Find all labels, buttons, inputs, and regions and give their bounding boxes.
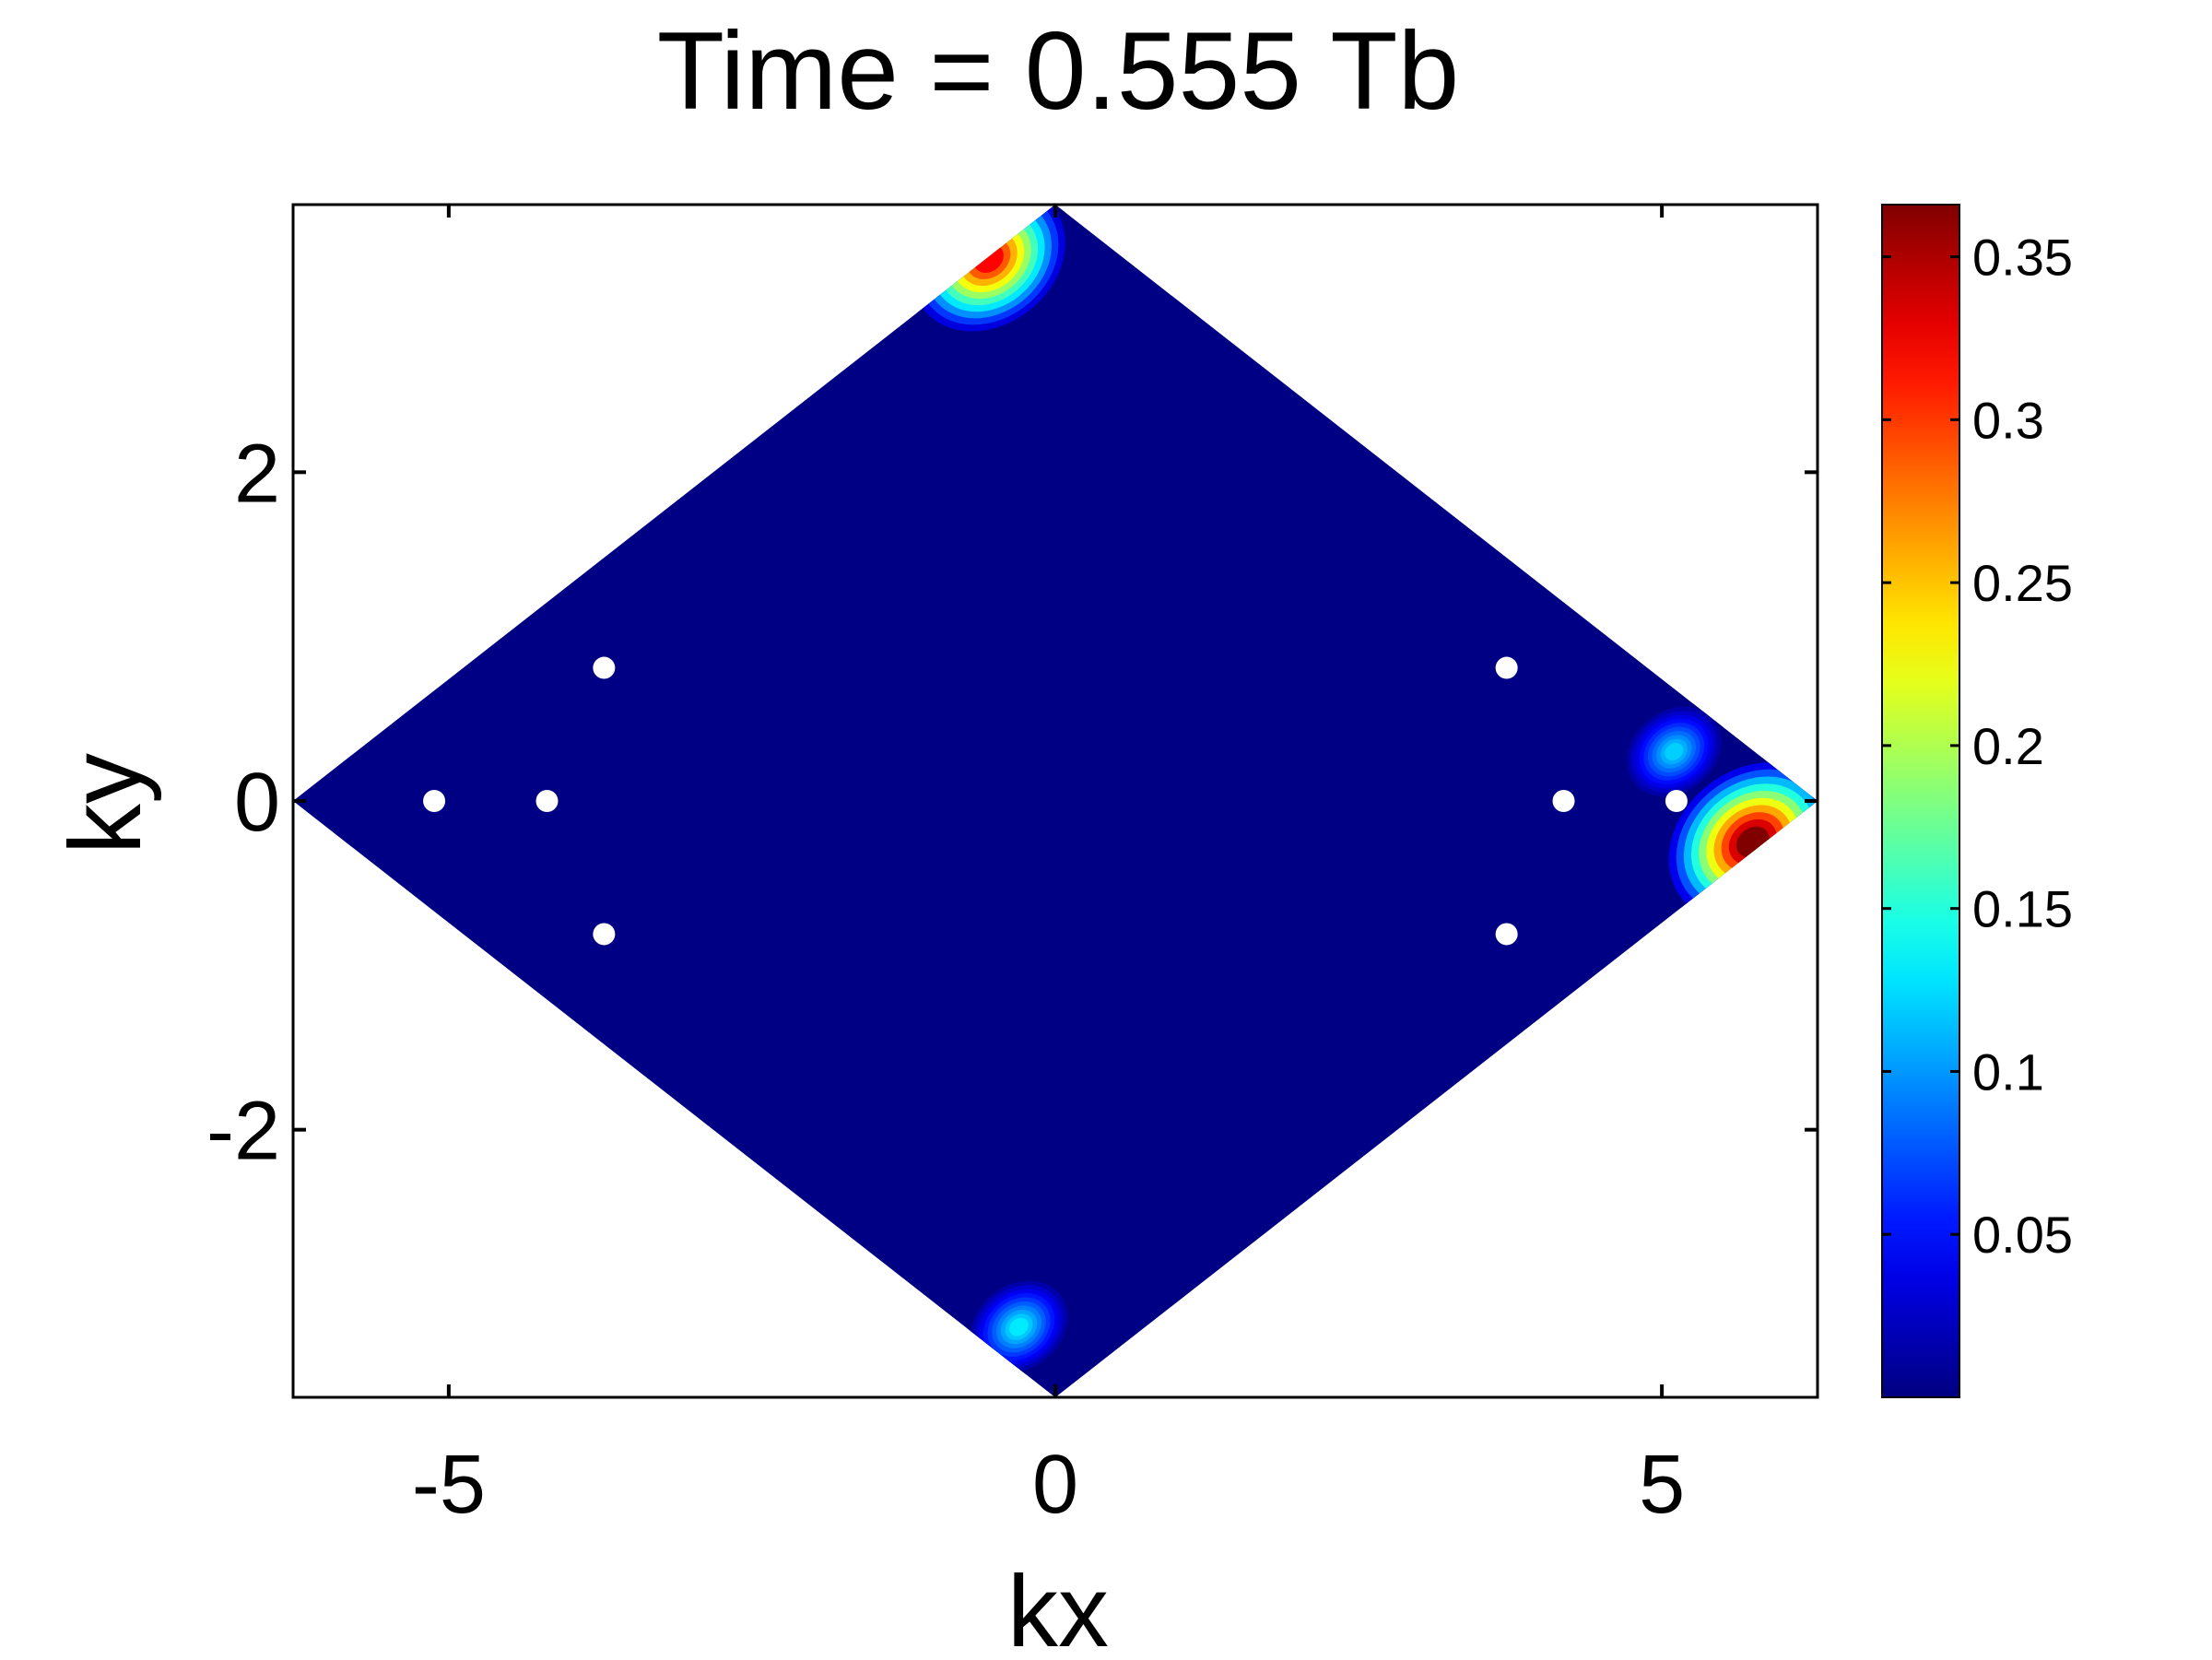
hotspot: [1661, 755, 1818, 929]
colorbar-tick-label: 0.35: [1972, 229, 2073, 287]
colorbar-tick-label: 0.3: [1972, 391, 2044, 449]
missing-data-dot: [1665, 790, 1688, 812]
y-tick-label: 0: [234, 757, 280, 849]
x-tick-label: -5: [412, 1439, 486, 1531]
plot-area: -5 0 5 -2 0 2: [206, 203, 1819, 1531]
colorbar-tick-label: 0.2: [1972, 717, 2044, 775]
y-tick-label: 2: [234, 428, 280, 520]
colorbar-tick-label: 0.1: [1972, 1042, 2044, 1101]
missing-data-dot: [1495, 656, 1518, 679]
colorbar-tick-label: 0.15: [1972, 880, 2073, 938]
colorbar-tick-label: 0.05: [1972, 1206, 2073, 1264]
chart-title: Time = 0.555 Tb: [657, 9, 1459, 133]
missing-data-dot: [1552, 790, 1575, 812]
colorbar: 0.05 0.1 0.15 0.2 0.25 0.3 0.35: [1881, 204, 2073, 1398]
missing-data-dot: [593, 656, 616, 679]
colorbar-gradient: [1881, 204, 1960, 1398]
y-tick-label: -2: [206, 1086, 280, 1178]
x-axis-label: kx: [1007, 1555, 1109, 1660]
missing-data-dot: [423, 790, 446, 812]
missing-data-dot: [535, 790, 559, 812]
brillouin-zone-fill: [293, 205, 1818, 1397]
y-axis-label: ky: [49, 753, 162, 854]
x-tick-label: 0: [1032, 1439, 1078, 1531]
hotspot: [1622, 702, 1726, 801]
missing-data-dot: [1495, 923, 1518, 946]
missing-data-dot: [593, 923, 616, 946]
colorbar-tick-label: 0.25: [1972, 554, 2073, 612]
x-tick-label: 5: [1639, 1439, 1685, 1531]
